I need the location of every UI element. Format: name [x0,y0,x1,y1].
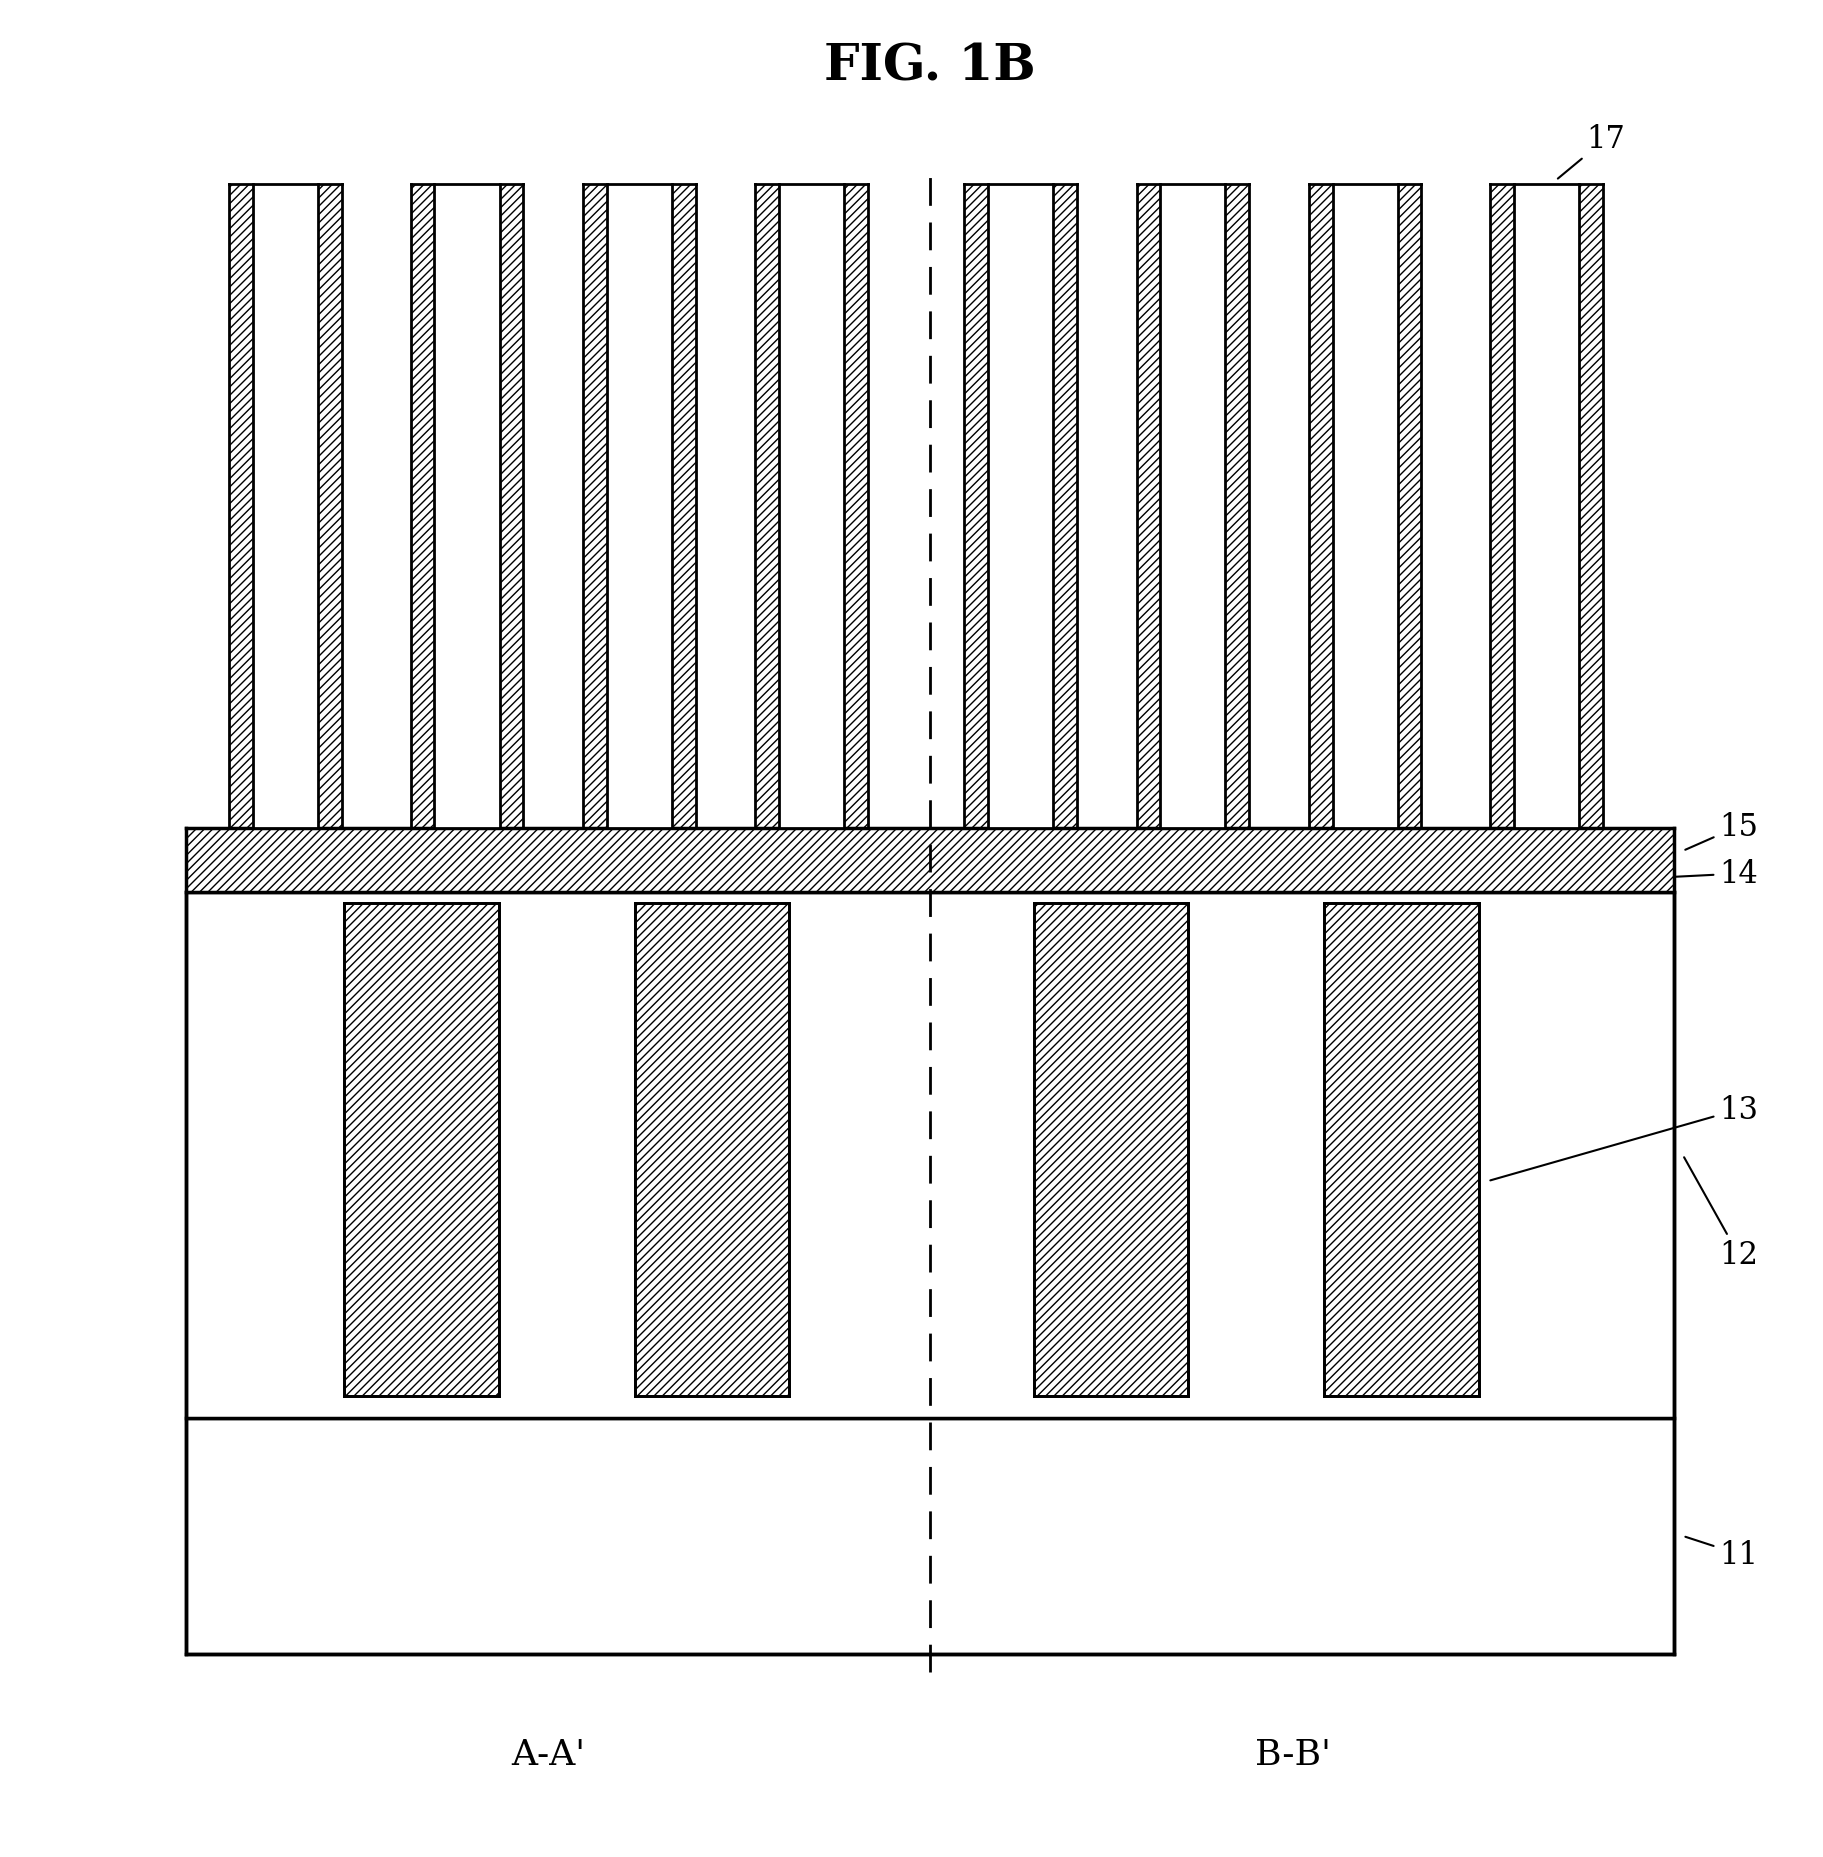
Bar [673,186,696,828]
Text: 14: 14 [1491,858,1757,890]
Bar [583,186,607,828]
Text: B-B': B-B' [1254,1736,1331,1772]
Bar [607,186,673,828]
Bar [1034,903,1189,1396]
Bar [434,186,500,828]
Bar [1309,186,1333,828]
Bar [253,186,317,828]
Bar [1491,186,1513,828]
Bar [1225,186,1249,828]
Bar [634,903,789,1396]
Text: 15: 15 [1684,812,1757,851]
Bar [186,828,1674,891]
Bar [317,186,341,828]
Bar [778,186,844,828]
Bar [1136,186,1159,828]
Bar [1398,186,1422,828]
Bar [844,186,868,828]
Bar [988,186,1054,828]
Bar [964,186,988,828]
Text: A-A': A-A' [512,1736,585,1772]
Bar [186,1419,1674,1655]
Bar [1579,186,1602,828]
Bar [1034,903,1189,1396]
Text: 13: 13 [1491,1094,1757,1181]
Text: 11: 11 [1686,1538,1757,1569]
Bar [1323,903,1478,1396]
Bar [410,186,434,828]
Bar [345,903,500,1396]
Bar [1054,186,1077,828]
Bar [634,903,789,1396]
Bar [755,186,778,828]
Bar [345,903,500,1396]
Bar [186,891,1674,1419]
Text: 17: 17 [1559,124,1626,180]
Bar [1323,903,1478,1396]
Bar [230,186,253,828]
Text: 12: 12 [1684,1157,1757,1270]
Bar [1333,186,1398,828]
Bar [1159,186,1225,828]
Text: FIG. 1B: FIG. 1B [824,43,1035,91]
Bar [1513,186,1579,828]
Bar [500,186,523,828]
